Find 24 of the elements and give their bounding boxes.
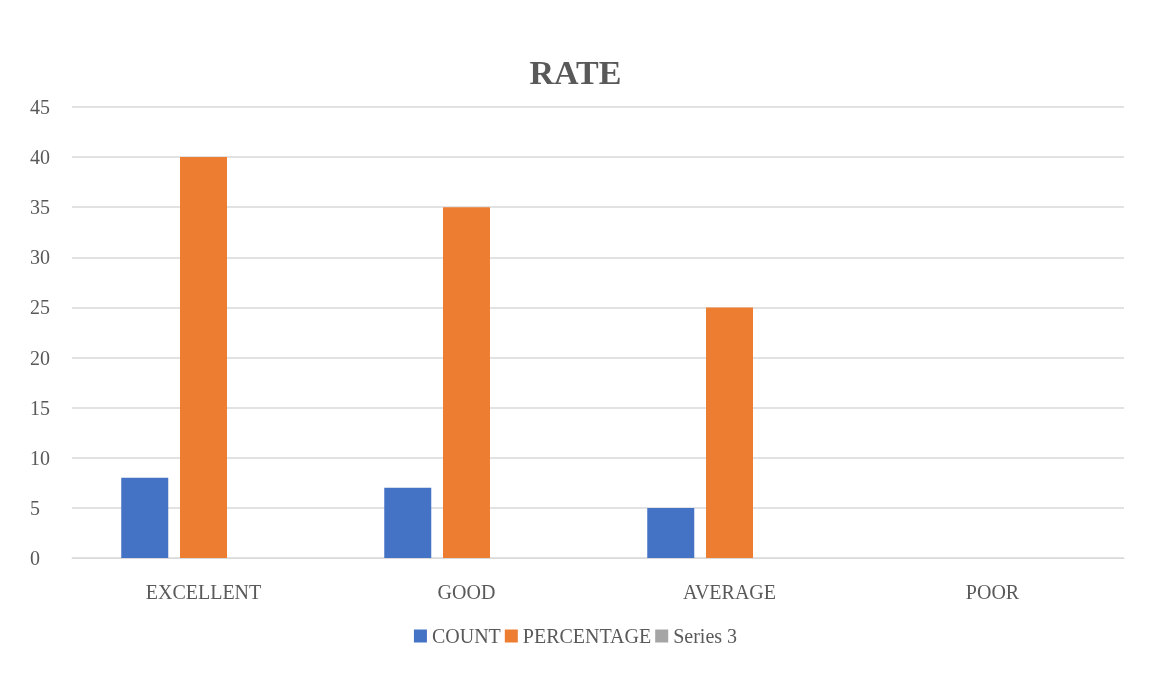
- y-tick-label: 20: [30, 346, 50, 369]
- x-tick-label: POOR: [965, 581, 1020, 603]
- y-tick-label: 45: [30, 96, 50, 118]
- bar: [647, 507, 695, 558]
- y-tick-label: 40: [30, 146, 50, 169]
- y-tick-label: 15: [30, 396, 50, 419]
- x-tick-label: AVERAGE: [683, 581, 776, 603]
- legend-label: PERCENTAGE: [522, 625, 652, 647]
- y-tick-label: 25: [30, 296, 50, 319]
- bar: [443, 207, 490, 558]
- legend-label: Series 3: [673, 625, 738, 647]
- x-tick-label: EXCELLENT: [145, 581, 262, 603]
- y-tick-label: 35: [30, 196, 50, 219]
- bar: [706, 307, 753, 558]
- bar: [180, 157, 227, 558]
- bar: [121, 477, 169, 558]
- y-tick-label: 30: [30, 246, 50, 269]
- bar: [384, 487, 432, 558]
- chart-title: RATE: [529, 53, 622, 91]
- x-tick-label: GOOD: [437, 581, 496, 603]
- y-tick-label: 5: [30, 496, 40, 519]
- legend-label: COUNT: [431, 625, 501, 647]
- y-tick-label: 0: [30, 547, 40, 569]
- y-tick-label: 10: [30, 446, 50, 469]
